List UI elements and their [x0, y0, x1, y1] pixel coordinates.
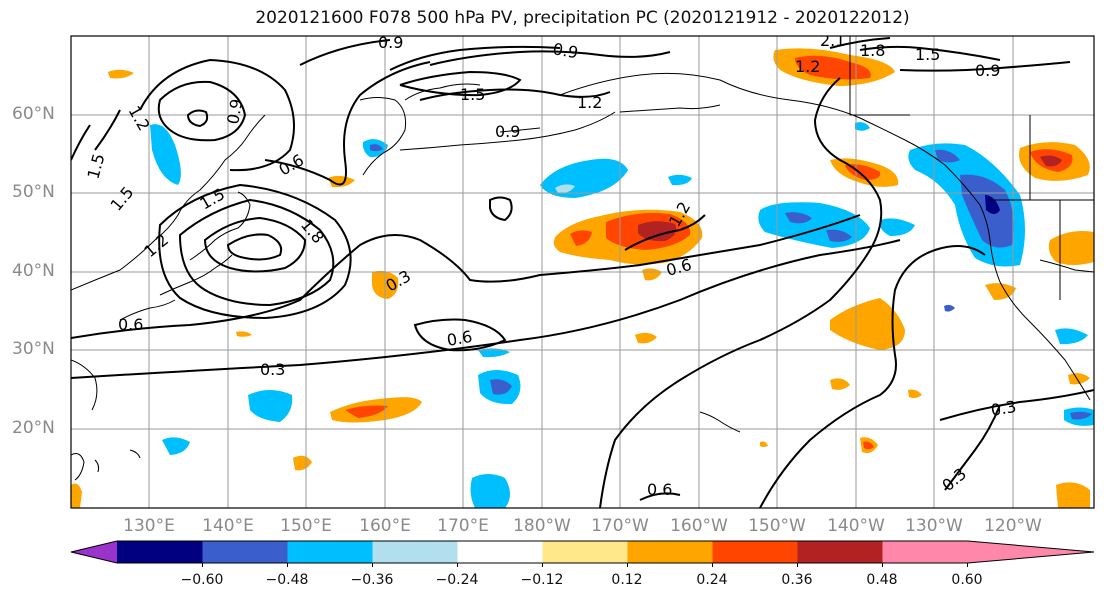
colorbar-tick-label: 0.24 — [696, 572, 728, 588]
colorbar-segment — [882, 541, 968, 563]
colorbar-segment — [797, 541, 883, 563]
contour-label: 0.9 — [378, 33, 403, 52]
colorbar-tick-label: 0.12 — [611, 572, 643, 588]
contour-label: 0.6 — [118, 315, 143, 334]
contour-label: 2.1 — [820, 31, 845, 50]
colorbar-tick-label: 0.60 — [951, 572, 983, 588]
colorbar-tick-label: −0.48 — [265, 572, 309, 588]
colorbar-tick-label: −0.12 — [520, 572, 564, 588]
colorbar-tick-label: −0.60 — [180, 572, 224, 588]
lat-label: 30°N — [12, 339, 55, 359]
lon-label: 160°E — [359, 516, 411, 536]
contour-label: 1.5 — [460, 85, 485, 104]
contour-label: 0.9 — [223, 97, 246, 125]
lon-label: 170°E — [437, 516, 489, 536]
lon-label: 120°W — [984, 516, 1042, 536]
lon-label: 140°E — [202, 516, 254, 536]
lon-label: 130°W — [905, 516, 963, 536]
contour-label: 1.8 — [860, 41, 885, 60]
contour-label: 0.6 — [445, 327, 473, 350]
colorbar-outline — [70, 540, 1095, 564]
lon-label: 150°W — [748, 516, 806, 536]
colorbar-tick-label: −0.24 — [435, 572, 479, 588]
colorbar-segment — [542, 541, 628, 563]
lon-label: 160°W — [670, 516, 728, 536]
lat-label: 60°N — [12, 104, 55, 124]
lon-label: 170°W — [591, 516, 649, 536]
graticule — [71, 36, 1094, 508]
lat-label: 20°N — [12, 418, 55, 438]
colorbar-segment — [117, 541, 203, 563]
contour-label: 0.3 — [260, 360, 285, 379]
colorbar-segment — [712, 541, 798, 563]
map-title: 2020121600 F078 500 hPa PV, precipitatio… — [255, 8, 910, 28]
precip-shading — [71, 48, 1094, 508]
lon-label: 130°E — [123, 516, 175, 536]
colorbar-segment — [372, 541, 458, 563]
colorbar-segment — [627, 541, 713, 563]
colorbar-ticks — [202, 563, 968, 567]
contour-label: 0.9 — [551, 39, 579, 62]
colorbar-tick-label: 0.36 — [781, 572, 813, 588]
lat-label: 40°N — [12, 261, 55, 281]
contour-label: 1.5 — [915, 45, 940, 64]
colorbar-segment — [287, 541, 373, 563]
lon-label: 180°W — [513, 516, 571, 536]
pv-contours — [71, 37, 1094, 508]
contour-label: 1.2 — [577, 93, 602, 112]
contour-label: 0.3 — [989, 397, 1017, 420]
contour-label: 0.9 — [495, 122, 520, 141]
contour-label: 0.9 — [975, 61, 1000, 80]
colorbar-tick-label: 0.48 — [866, 572, 898, 588]
contour-label: 0.6 — [647, 480, 672, 499]
colorbar-extend-high — [967, 541, 1094, 563]
colorbar-segment — [457, 541, 543, 563]
contour-label: 1.2 — [795, 57, 820, 76]
colorbar-segment — [202, 541, 288, 563]
coastlines — [71, 36, 1094, 508]
lon-label: 140°W — [827, 516, 885, 536]
map-frame — [70, 35, 1095, 509]
colorbar-tick-label: −0.36 — [350, 572, 394, 588]
lat-label: 50°N — [12, 182, 55, 202]
colorbar-extend-low — [71, 541, 117, 563]
lon-label: 150°E — [280, 516, 332, 536]
